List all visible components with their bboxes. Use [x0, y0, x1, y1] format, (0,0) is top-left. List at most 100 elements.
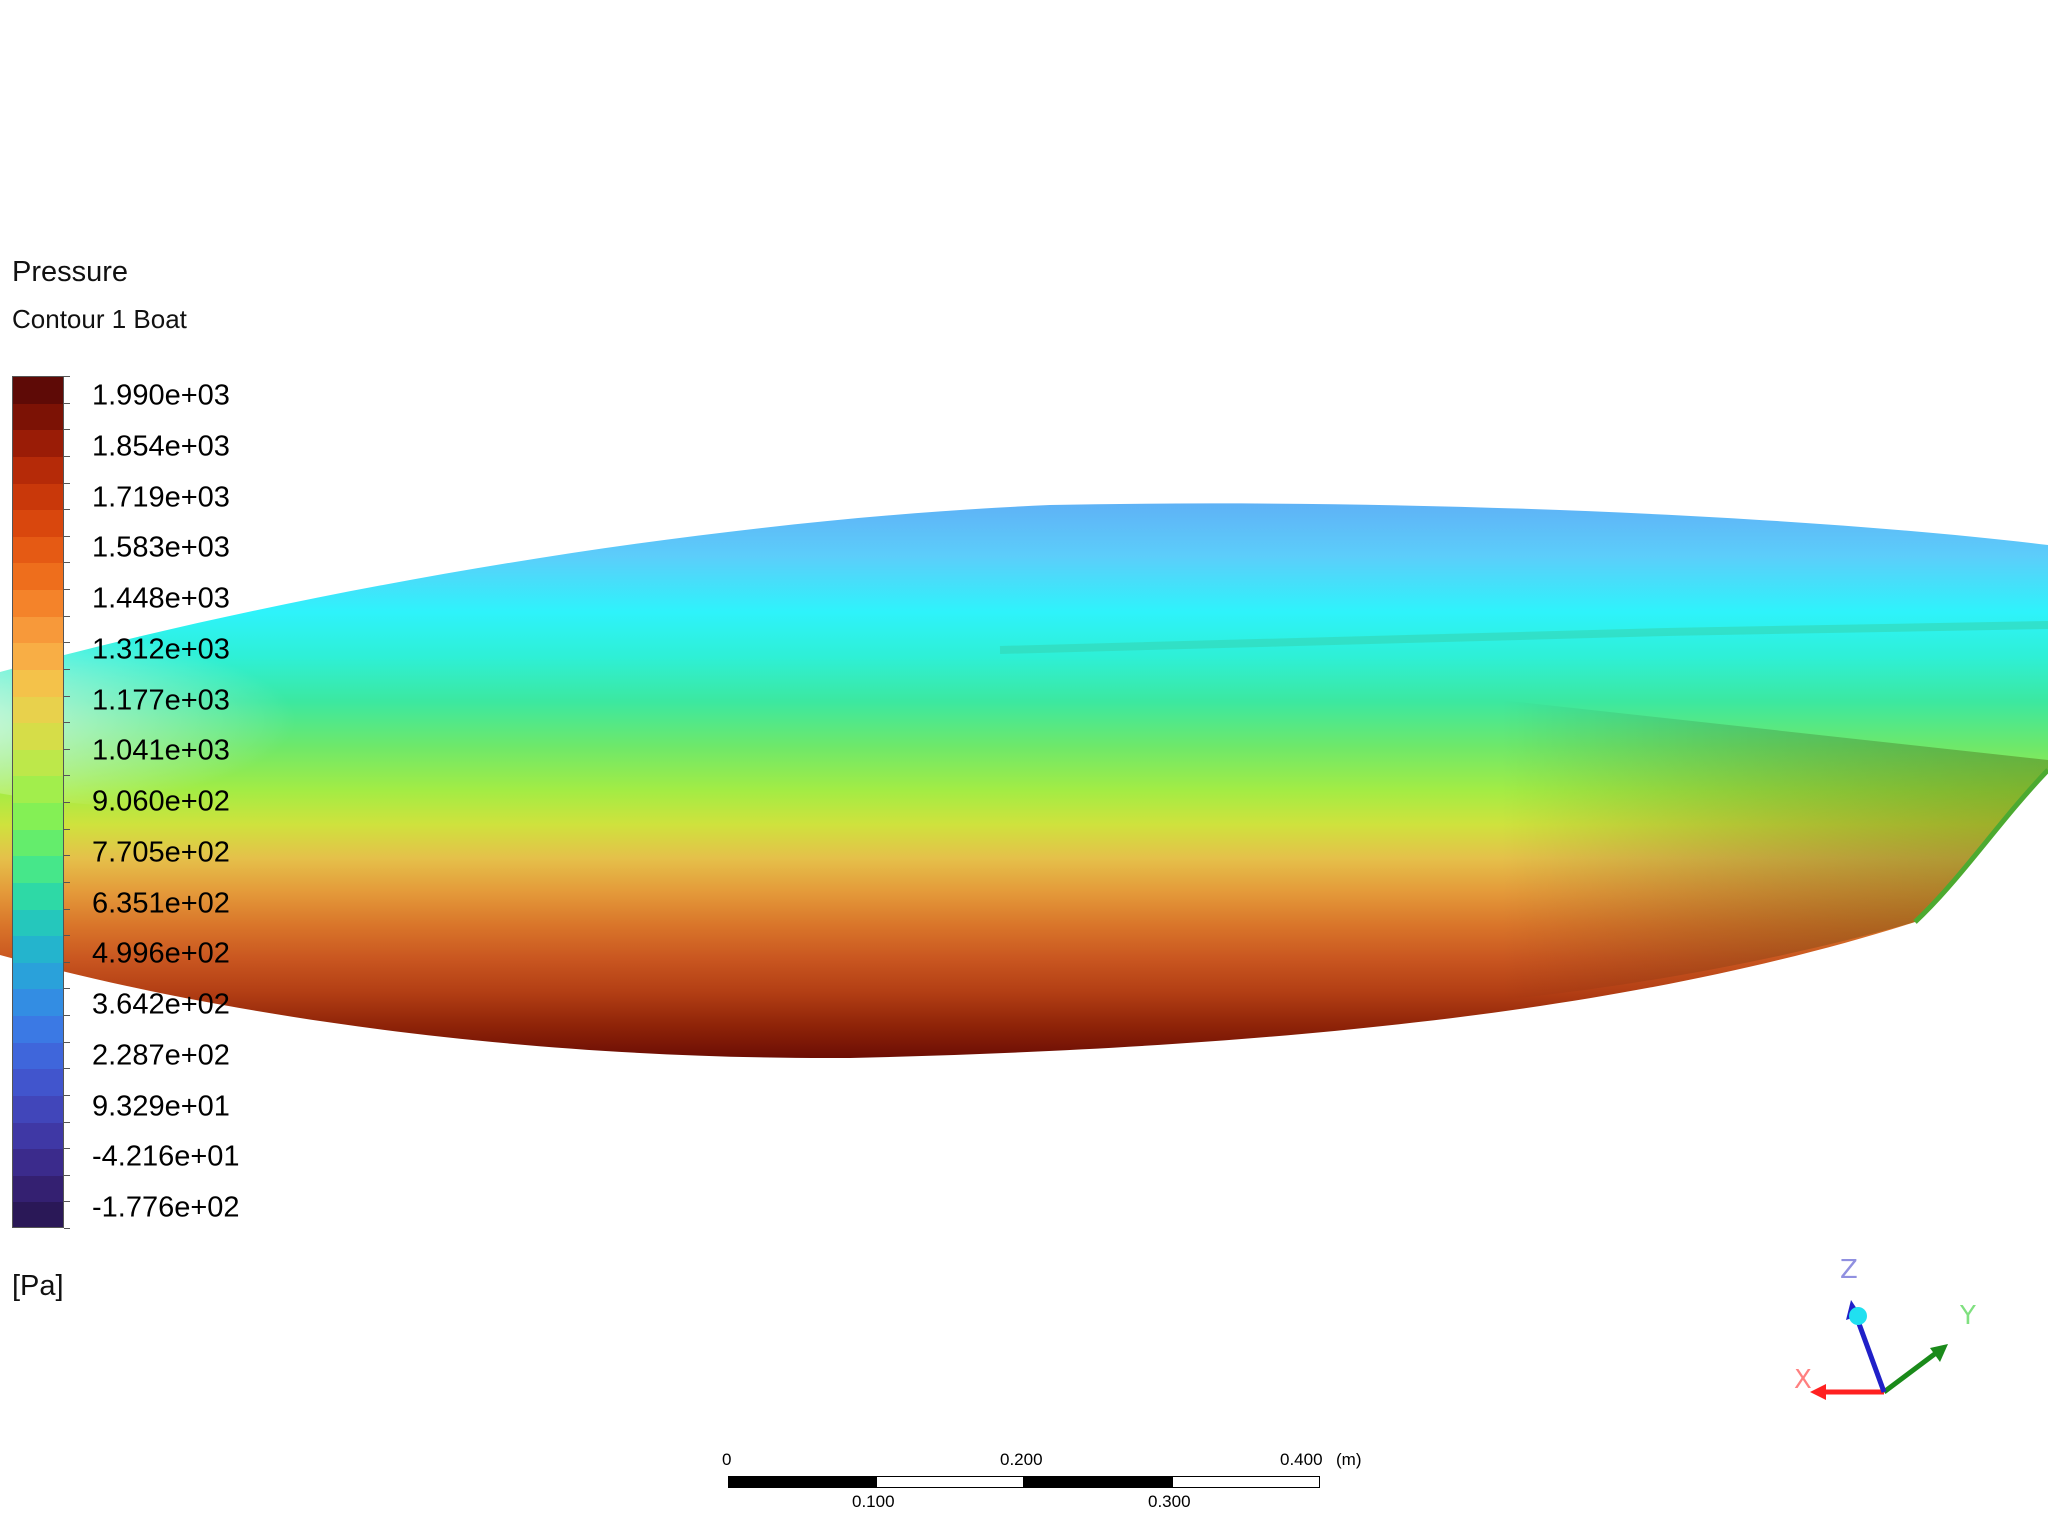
stern-shade [1500, 700, 2048, 1000]
colorbar-tick [64, 589, 70, 590]
legend-unit: [Pa] [12, 1270, 64, 1302]
legend-tick-label: 9.329e+01 [92, 1090, 230, 1122]
colorbar-band [13, 430, 63, 457]
colorbar-tick [64, 881, 70, 883]
colorbar-band [13, 936, 63, 963]
colorbar-tick [64, 1148, 70, 1150]
legend-tick-label: -4.216e+01 [92, 1140, 240, 1173]
colorbar-tick [64, 402, 70, 404]
colorbar-tick [64, 961, 70, 963]
y-axis-label: Y [1959, 1301, 1976, 1331]
colorbar-band [13, 510, 63, 537]
colorbar-tick [64, 482, 70, 484]
legend-tick-label: 1.583e+03 [92, 531, 230, 564]
legend-tick-label: 1.990e+03 [92, 379, 230, 412]
scale-label-0: 0 [722, 1450, 732, 1469]
colorbar-tick [64, 908, 70, 910]
colorbar-tick [64, 695, 70, 697]
colorbar-tick [64, 376, 70, 377]
legend-tick-label: 2.287e+02 [92, 1039, 230, 1072]
colorbar-tick [64, 1228, 70, 1229]
colorbar-tick [64, 509, 70, 511]
colorbar-band [13, 669, 63, 697]
axis-triad[interactable]: X Y Z [1780, 1250, 2000, 1430]
colorbar-band [13, 1175, 63, 1203]
colorbar-band [13, 1069, 63, 1096]
legend-tick-label: -1.776e+02 [92, 1191, 240, 1224]
x-axis-arrow [1810, 1384, 1826, 1400]
colorbar-band [13, 829, 63, 857]
scale-unit: (m) [1336, 1450, 1362, 1469]
colorbar-tick [64, 615, 70, 617]
colorbar-tick [64, 455, 70, 457]
legend-tick-label: 1.177e+03 [92, 684, 230, 716]
colorbar-band [13, 803, 63, 830]
colorbar-tick [64, 668, 70, 670]
legend-title: Pressure [12, 256, 129, 288]
legend-tick-label: 1.719e+03 [92, 481, 230, 513]
legend-tick-label: 1.854e+03 [92, 430, 230, 463]
chine-line [999, 621, 2048, 654]
colorbar-tick [64, 1094, 70, 1096]
colorbar-band [13, 377, 63, 404]
scale-label-0100: 0.100 [852, 1492, 895, 1511]
colorbar-band [13, 989, 63, 1016]
scale-label-0200: 0.200 [1000, 1450, 1043, 1469]
colorbar-band [13, 536, 63, 564]
triad-center-sphere [1849, 1307, 1867, 1325]
colorbar-band [13, 776, 63, 803]
scale-seg-1 [728, 1476, 876, 1488]
colorbar-tick [64, 562, 70, 564]
colorbar-band [13, 643, 63, 670]
colorbar-tick [64, 1068, 70, 1070]
legend-subtitle: Contour 1 Boat [12, 304, 187, 334]
legend-tick-label: 1.448e+03 [92, 582, 230, 615]
colorbar-band [13, 1202, 63, 1227]
scale-label-0300: 0.300 [1148, 1492, 1191, 1511]
colorbar-tick [64, 988, 70, 990]
colorbar-band [13, 882, 63, 910]
colorbar-tick [64, 1174, 70, 1176]
colorbar-band [13, 1149, 63, 1176]
z-axis-label: Z [1840, 1255, 1858, 1285]
colorbar-tick [64, 1121, 70, 1123]
colorbar-tick [64, 935, 70, 937]
y-axis-line [1882, 1348, 1942, 1394]
scale-seg-3 [1024, 1476, 1172, 1488]
colorbar-tick [64, 855, 70, 857]
scale-seg-2 [876, 1476, 1024, 1488]
legend-tick-label: 6.351e+02 [92, 887, 230, 919]
colorbar-tick [64, 535, 70, 537]
legend-tick-label: 3.642e+02 [92, 988, 230, 1021]
legend-tick-label: 4.996e+02 [92, 937, 230, 970]
colorbar-tick [64, 722, 70, 724]
colorbar-band [13, 962, 63, 990]
stern-edge [1913, 768, 2048, 924]
colorbar-band [13, 696, 63, 724]
scale-label-0400: 0.400 [1280, 1450, 1323, 1469]
colorbar-band [13, 1122, 63, 1150]
colorbar-band [13, 483, 63, 511]
colorbar-tick [64, 429, 70, 431]
legend-tick-label: 1.041e+03 [92, 734, 230, 767]
colorbar-tick [64, 828, 70, 830]
scale-seg-4 [1172, 1476, 1320, 1488]
colorbar-band [13, 1042, 63, 1070]
colorbar-band [13, 749, 63, 777]
colorbar-band [13, 1095, 63, 1123]
x-axis-label: X [1794, 1365, 1812, 1395]
colorbar-band [13, 616, 63, 644]
y-axis-arrow [1930, 1344, 1948, 1362]
colorbar-band [13, 909, 63, 937]
colorbar-tick [64, 1041, 70, 1043]
colorbar-tick [64, 748, 70, 750]
legend-tick-label: 7.705e+02 [92, 836, 230, 869]
colorbar-band [13, 856, 63, 883]
colorbar-band [13, 723, 63, 750]
bow-highlight [0, 630, 600, 810]
colorbar-band [13, 590, 63, 617]
colorbar-band [13, 1016, 63, 1043]
colorbar-band [13, 456, 63, 484]
